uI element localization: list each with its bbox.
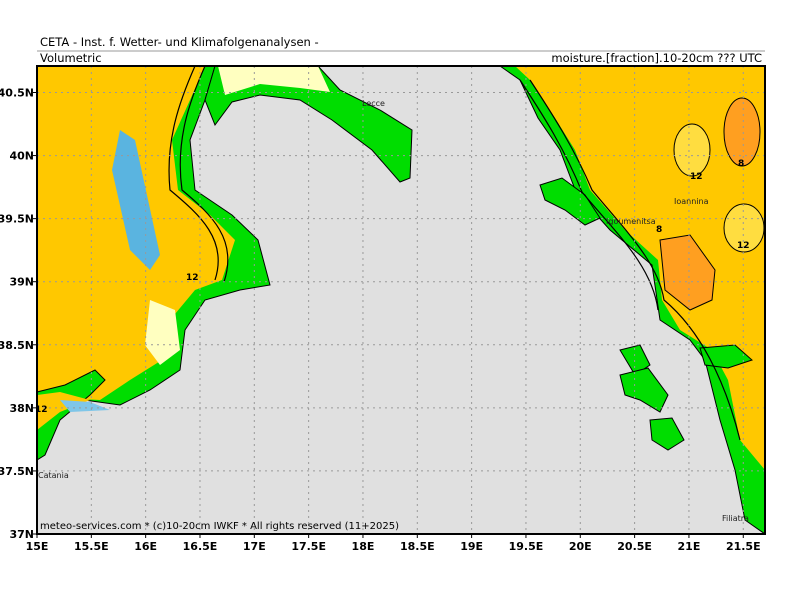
y-tick-label: 38N bbox=[9, 402, 34, 415]
x-tick-label: 16E bbox=[134, 540, 157, 553]
moisture-zone bbox=[659, 234, 716, 311]
x-tick-label: 15E bbox=[26, 540, 49, 553]
x-tick-label: 18.5E bbox=[400, 540, 435, 553]
place-label: Ioannina bbox=[674, 197, 709, 206]
islet-land bbox=[699, 344, 753, 369]
place-label: Catania bbox=[38, 471, 69, 480]
contour-label: 8 bbox=[738, 159, 744, 169]
x-tick-label: 19.5E bbox=[509, 540, 544, 553]
contour-line bbox=[519, 79, 659, 311]
x-tick-label: 16.5E bbox=[183, 540, 218, 553]
y-tick-label: 37N bbox=[9, 528, 34, 541]
moisture-zone bbox=[60, 400, 110, 412]
x-tick-label: 17E bbox=[243, 540, 266, 553]
footer-credit: meteo-services.com * (c)10-20cm IWKF * A… bbox=[40, 521, 399, 532]
header-title: CETA - Inst. f. Wetter- und Klimafolgena… bbox=[40, 35, 319, 49]
plot-frame bbox=[36, 65, 766, 535]
contour-label: 12 bbox=[690, 172, 703, 182]
contour-label: 12 bbox=[186, 273, 199, 283]
kefalonia-land bbox=[619, 367, 669, 413]
apulia-land bbox=[204, 65, 413, 183]
contour-label: 8 bbox=[656, 225, 662, 235]
y-tick-label: 39.5N bbox=[0, 213, 34, 226]
plot-area: Lecce Ioannina Igoumenitsa Filiatra Cata… bbox=[35, 65, 766, 535]
x-tick-label: 19E bbox=[460, 540, 483, 553]
x-tick-label: 17.5E bbox=[291, 540, 326, 553]
y-tick-label: 40.5N bbox=[0, 86, 34, 99]
zakynthos-land bbox=[649, 417, 685, 451]
header-left: Volumetric bbox=[40, 51, 102, 65]
contour-line bbox=[168, 65, 219, 281]
place-label: Igoumenitsa bbox=[606, 217, 656, 226]
contour-label: 12 bbox=[35, 405, 48, 415]
contour-line bbox=[179, 65, 229, 283]
moisture-zone bbox=[673, 123, 711, 177]
x-tick-label: 20.5E bbox=[617, 540, 652, 553]
contour-label: 12 bbox=[737, 241, 750, 251]
header-right: moisture.[fraction].10-20cm ??? UTC bbox=[551, 51, 762, 65]
y-tick-label: 40N bbox=[9, 150, 34, 163]
x-tick-label: 21.5E bbox=[726, 540, 761, 553]
y-tick-label: 38.5N bbox=[0, 339, 34, 352]
y-tick-label: 37.5N bbox=[0, 465, 34, 478]
y-tick-label: 39N bbox=[9, 276, 34, 289]
moisture-zone bbox=[145, 300, 180, 365]
x-tick-label: 18E bbox=[352, 540, 375, 553]
sicily-land bbox=[36, 369, 106, 461]
x-tick-label: 21E bbox=[678, 540, 701, 553]
x-tick-label: 20E bbox=[569, 540, 592, 553]
moisture-zone bbox=[112, 130, 160, 270]
place-label: Lecce bbox=[362, 99, 385, 108]
corfu-land bbox=[539, 177, 601, 226]
place-label: Filiatra bbox=[722, 514, 749, 523]
contour-line bbox=[529, 79, 741, 441]
moisture-zone bbox=[218, 66, 330, 95]
moisture-zone bbox=[723, 97, 761, 167]
x-tick-label: 15.5E bbox=[74, 540, 109, 553]
